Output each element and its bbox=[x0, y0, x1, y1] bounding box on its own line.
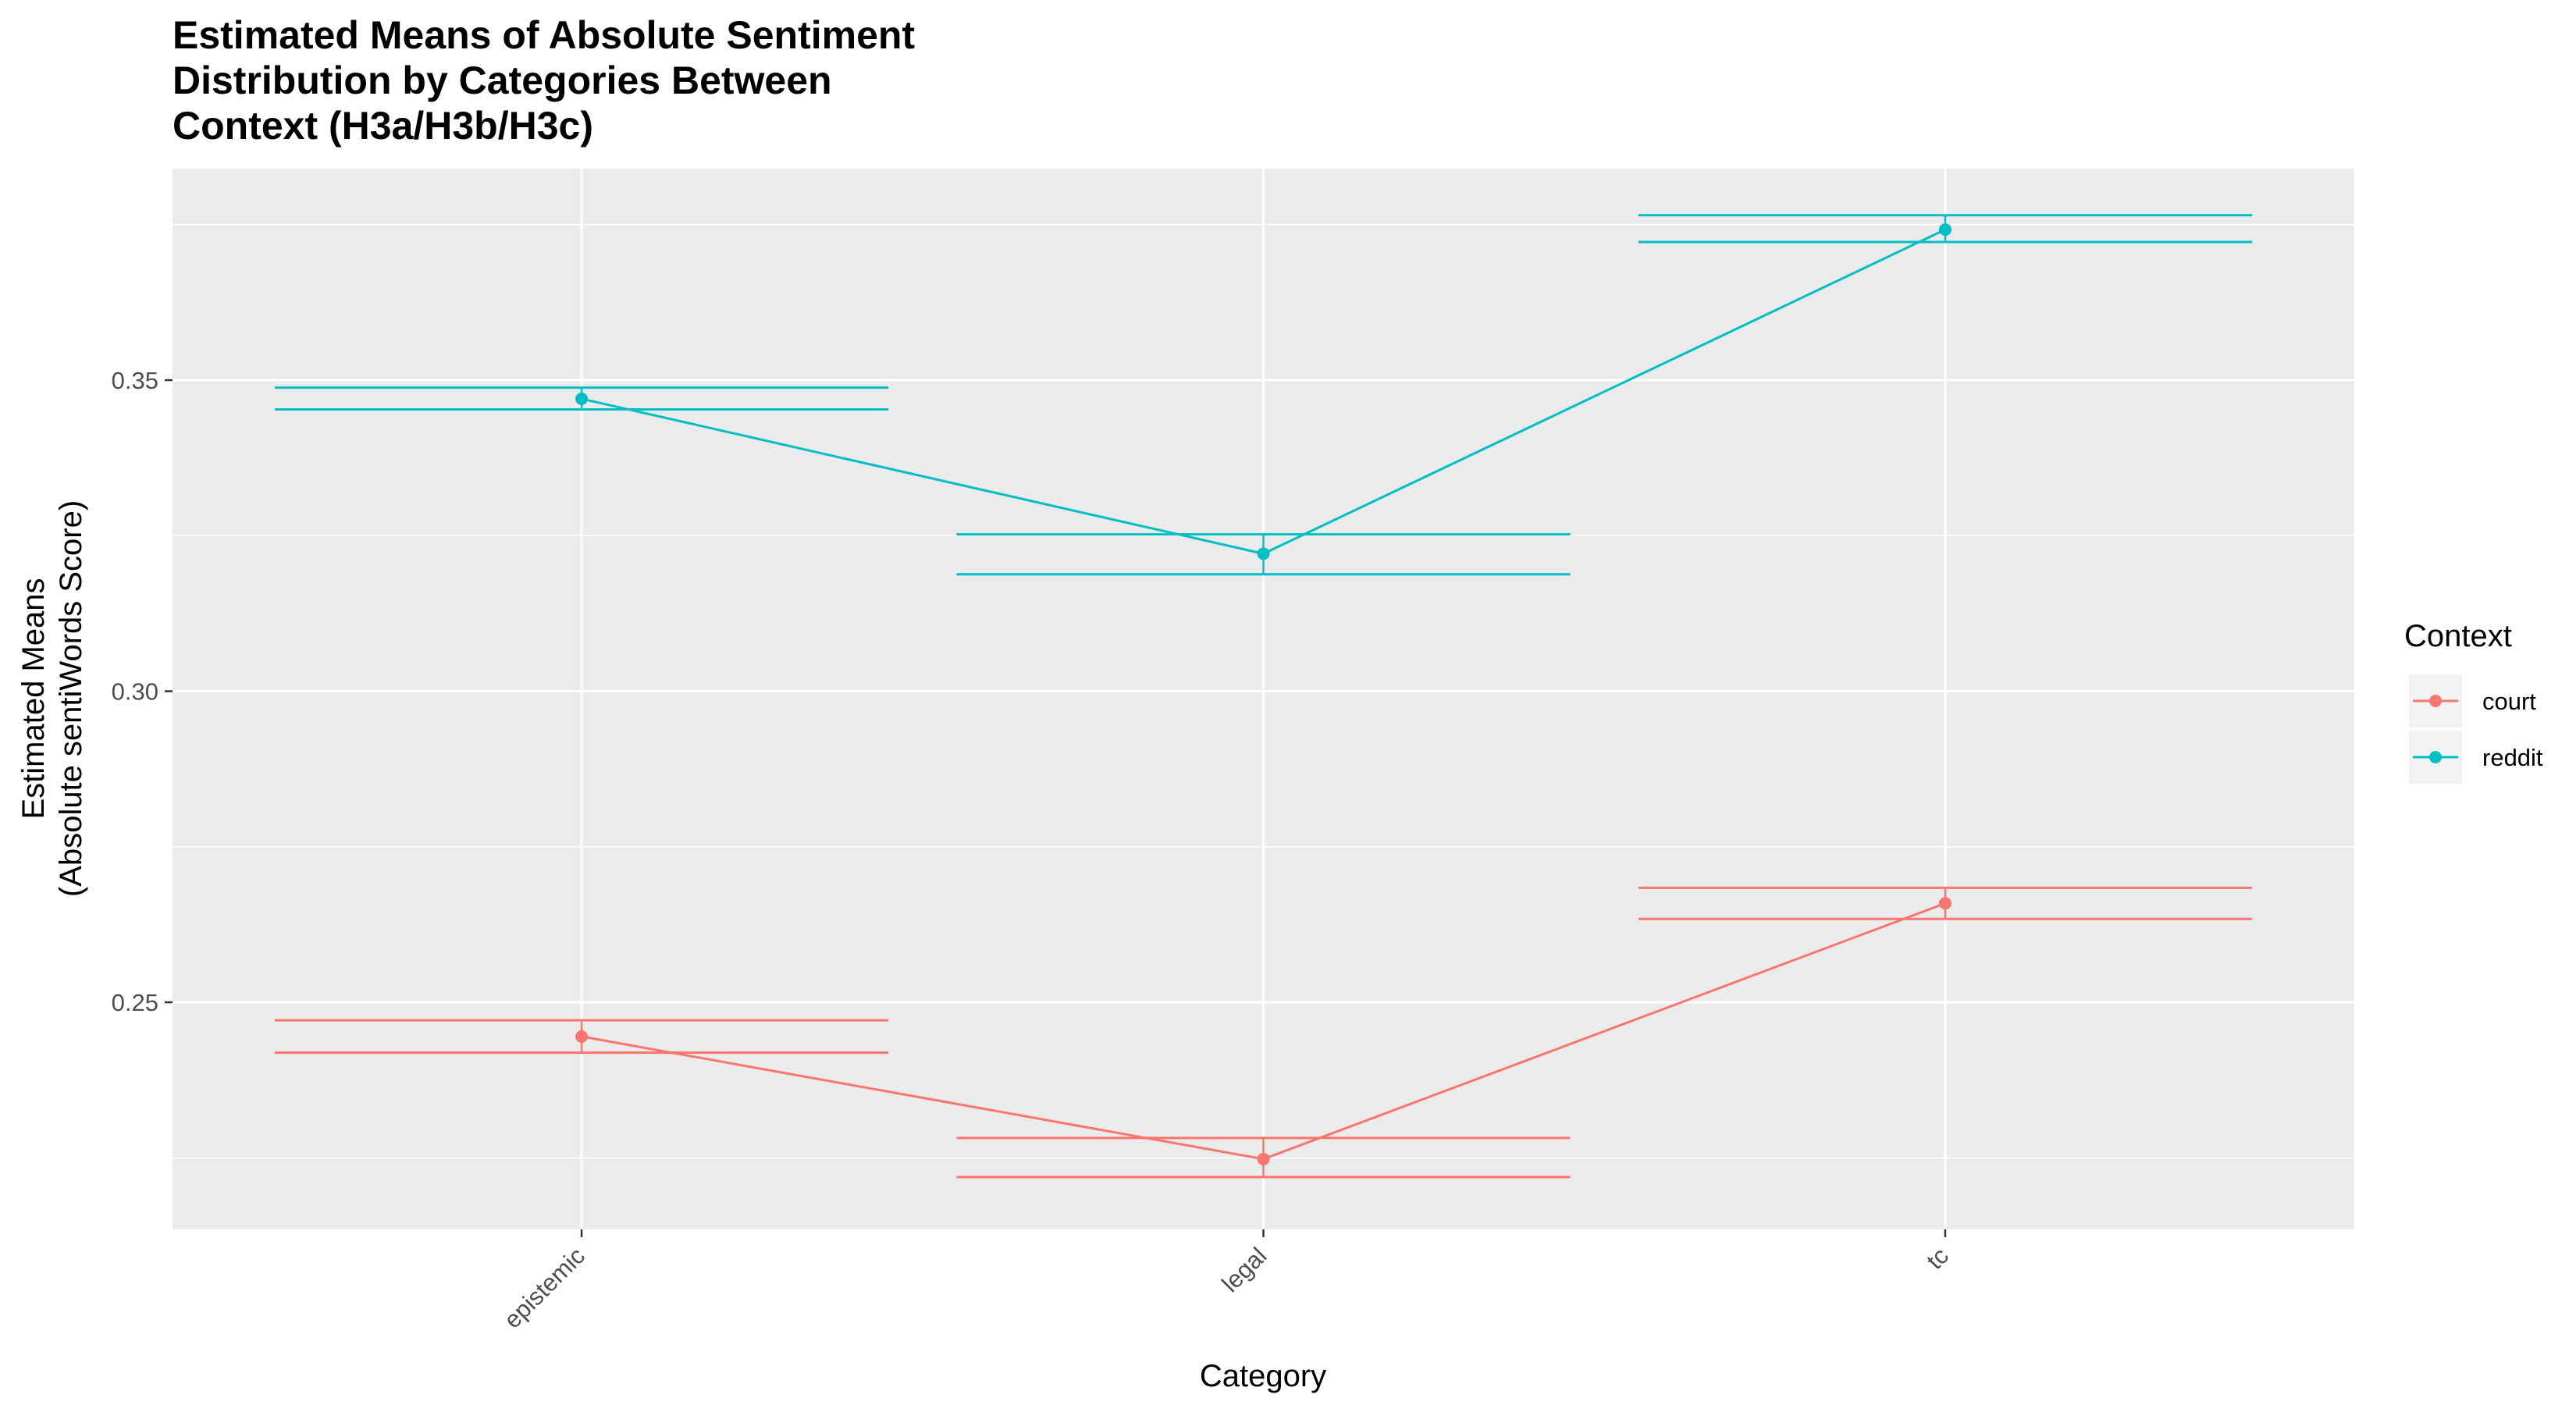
y-tick-label: 0.25 bbox=[112, 989, 158, 1016]
data-point-court-legal bbox=[1257, 1152, 1270, 1165]
data-point-reddit-epistemic bbox=[575, 392, 589, 405]
y-axis: 0.25 0.30 0.35 bbox=[112, 367, 173, 1016]
legend-key-point-reddit bbox=[2429, 751, 2442, 763]
series-court bbox=[275, 886, 2252, 1179]
chart-title-line-1: Estimated Means of Absolute Sentiment bbox=[173, 13, 915, 57]
data-point-court-tc bbox=[1938, 897, 1952, 910]
y-axis-title: Estimated Means (Absolute sentiWords Sco… bbox=[16, 500, 88, 897]
legend-key-point-court bbox=[2429, 695, 2442, 707]
x-axis-title: Category bbox=[1200, 1359, 1326, 1393]
x-tick-label-legal: legal bbox=[1216, 1242, 1272, 1297]
x-tick-label-tc: tc bbox=[1921, 1242, 1954, 1275]
data-point-court-epistemic bbox=[575, 1030, 589, 1043]
grid-major bbox=[173, 169, 2354, 1229]
chart-title-line-3: Context (H3a/H3b/H3c) bbox=[173, 104, 593, 148]
legend-title: Context bbox=[2404, 619, 2512, 653]
x-tick-label-epistemic: epistemic bbox=[499, 1242, 590, 1333]
series-layer bbox=[275, 214, 2252, 1179]
legend: Context court reddit bbox=[2404, 619, 2543, 784]
legend-label-court: court bbox=[2482, 688, 2536, 715]
y-tick-label: 0.30 bbox=[112, 678, 158, 706]
y-tick-label: 0.35 bbox=[112, 367, 158, 394]
y-axis-title-line-1: Estimated Means bbox=[16, 578, 51, 819]
data-point-reddit-legal bbox=[1257, 547, 1270, 560]
x-axis: epistemic legal tc bbox=[499, 1229, 1954, 1334]
y-axis-title-line-2: (Absolute sentiWords Score) bbox=[54, 500, 88, 897]
data-point-reddit-tc bbox=[1938, 223, 1952, 237]
chart-title-line-2: Distribution by Categories Between bbox=[173, 59, 832, 102]
series-reddit bbox=[275, 214, 2252, 576]
legend-label-reddit: reddit bbox=[2482, 744, 2543, 771]
